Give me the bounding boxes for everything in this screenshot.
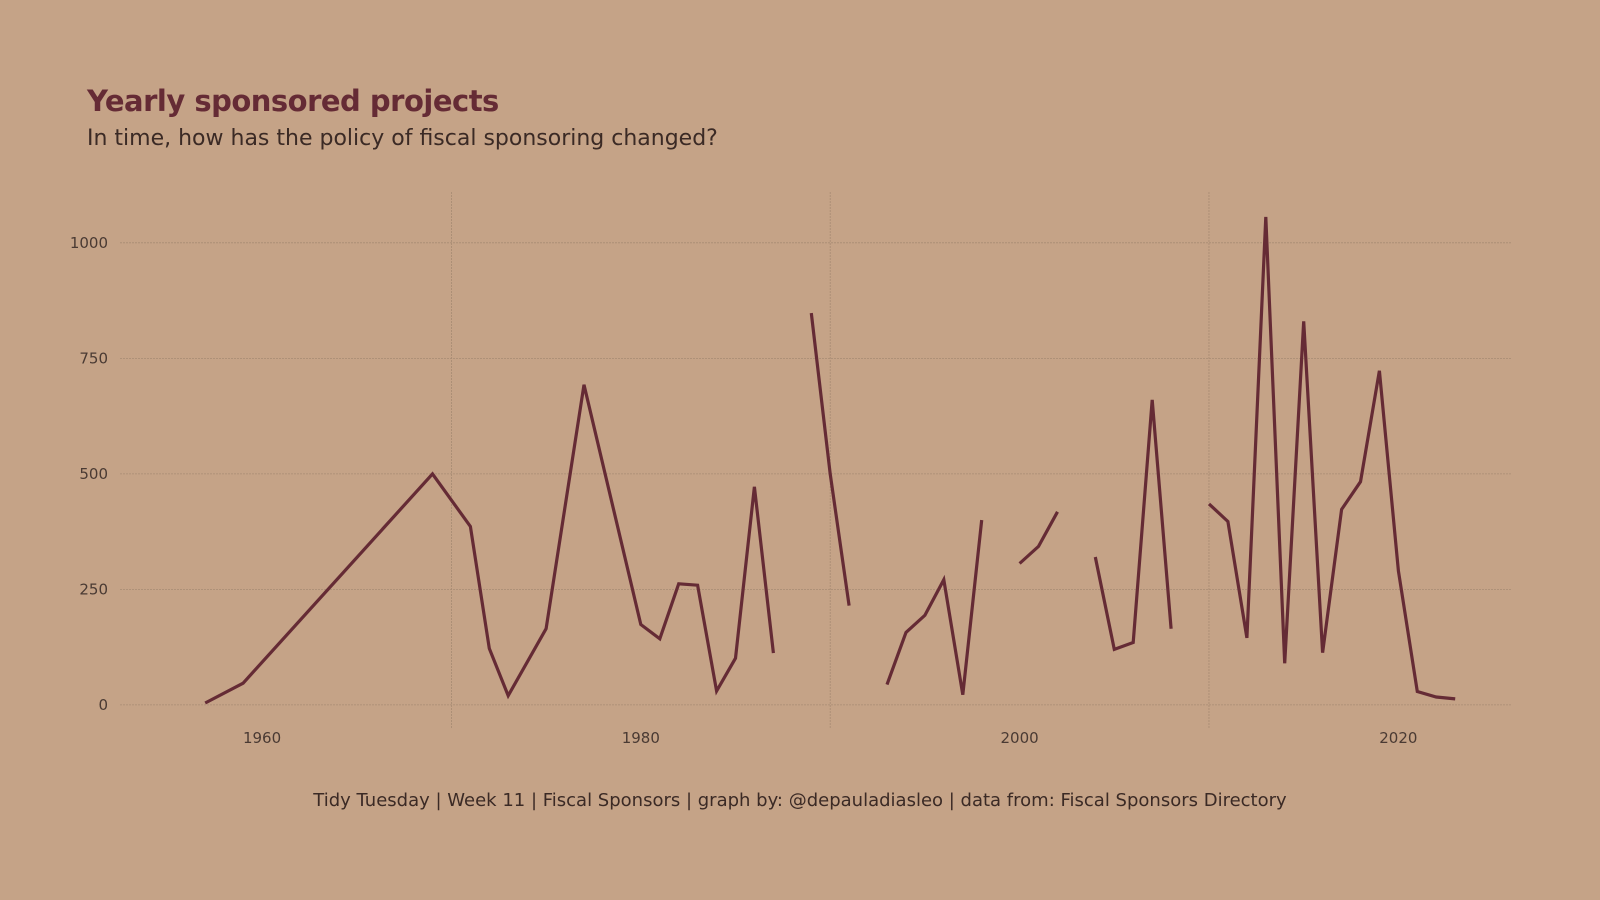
y-tick-label: 500 [79,465,108,483]
y-tick-label: 250 [79,580,108,598]
series-line [204,216,1456,705]
y-axis-tick-labels: 0 250 500 750 1000 [70,234,108,714]
x-axis-tick-labels: 1960 1980 2000 2020 [243,729,1418,747]
y-tick-label: 0 [98,696,108,714]
x-tick-label: 2000 [1000,729,1038,747]
series-line-segment [1018,511,1059,565]
chart-subtitle: In time, how has the policy of fiscal sp… [87,126,718,151]
series-line-segment [1093,399,1173,652]
y-tick-label: 1000 [70,234,108,252]
y-tick-label: 750 [79,349,108,367]
x-tick-label: 1960 [243,729,281,747]
series-line-segment [809,312,851,606]
chart-caption: Tidy Tuesday | Week 11 | Fiscal Sponsors… [313,790,1287,811]
x-tick-label: 2020 [1379,729,1417,747]
x-tick-label: 1980 [622,729,660,747]
series-line-segment [204,384,775,705]
chart-title: Yearly sponsored projects [87,84,499,118]
grid-lines [120,192,1512,728]
series-line-segment [885,519,984,695]
series-line-segment [1207,216,1456,701]
